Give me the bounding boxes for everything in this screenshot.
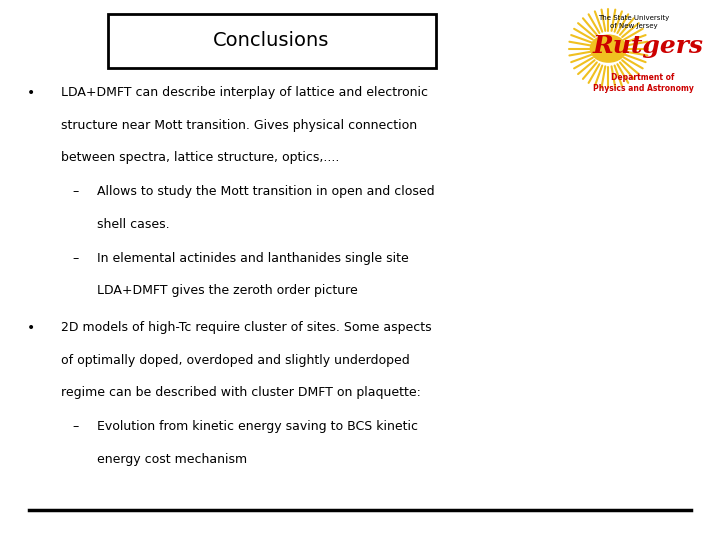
Text: Department of
Physics and Astronomy: Department of Physics and Astronomy xyxy=(593,73,693,93)
Text: The State University
of New Jersey: The State University of New Jersey xyxy=(598,15,669,29)
Text: –: – xyxy=(72,185,78,198)
Text: In elemental actinides and lanthanides single site: In elemental actinides and lanthanides s… xyxy=(97,252,409,265)
Text: •: • xyxy=(27,86,35,100)
Text: structure near Mott transition. Gives physical connection: structure near Mott transition. Gives ph… xyxy=(61,119,418,132)
Text: between spectra, lattice structure, optics,....: between spectra, lattice structure, opti… xyxy=(61,151,340,164)
Circle shape xyxy=(590,35,626,62)
Text: Evolution from kinetic energy saving to BCS kinetic: Evolution from kinetic energy saving to … xyxy=(97,420,418,433)
Text: of optimally doped, overdoped and slightly underdoped: of optimally doped, overdoped and slight… xyxy=(61,354,410,367)
Text: LDA+DMFT gives the zeroth order picture: LDA+DMFT gives the zeroth order picture xyxy=(97,284,358,297)
Text: Rutgers: Rutgers xyxy=(593,34,703,58)
Text: energy cost mechanism: energy cost mechanism xyxy=(97,453,248,465)
Text: –: – xyxy=(72,252,78,265)
Text: –: – xyxy=(72,420,78,433)
FancyBboxPatch shape xyxy=(108,14,436,68)
Text: LDA+DMFT can describe interplay of lattice and electronic: LDA+DMFT can describe interplay of latti… xyxy=(61,86,428,99)
Text: regime can be described with cluster DMFT on plaquette:: regime can be described with cluster DMF… xyxy=(61,386,421,399)
Text: Conclusions: Conclusions xyxy=(213,31,330,50)
Text: 2D models of high-Tc require cluster of sites. Some aspects: 2D models of high-Tc require cluster of … xyxy=(61,321,432,334)
Text: •: • xyxy=(27,321,35,335)
Text: Allows to study the Mott transition in open and closed: Allows to study the Mott transition in o… xyxy=(97,185,435,198)
Text: shell cases.: shell cases. xyxy=(97,218,170,231)
